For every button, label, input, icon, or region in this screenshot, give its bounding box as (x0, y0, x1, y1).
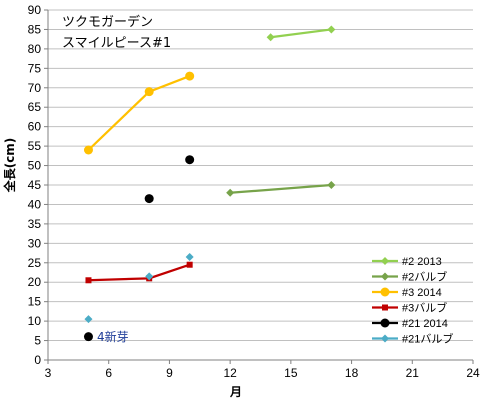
legend-label: #3 2014 (402, 287, 442, 299)
legend-swatch-marker (380, 318, 390, 328)
y-tick-label: 50 (28, 159, 42, 173)
legend: #2 2013 #2バルブ #3 2014 #3バルブ #21 2014 #21バルブ (372, 256, 453, 346)
data-point (185, 71, 195, 81)
y-tick-label: 45 (28, 178, 42, 192)
data-point (185, 155, 195, 165)
data-point (266, 33, 275, 42)
y-tick-label: 35 (28, 217, 42, 231)
legend-label: #2 2013 (402, 256, 442, 268)
y-tick-label: 25 (28, 256, 42, 270)
axes (44, 9, 474, 364)
series-3 (85, 261, 193, 284)
y-tick-label: 10 (28, 314, 42, 328)
y-tick-label: 60 (28, 120, 42, 134)
series-2 (83, 71, 195, 155)
y-axis-title: 全長(cm) (2, 138, 17, 194)
data-point (145, 272, 154, 281)
y-tick-label: 30 (28, 236, 42, 250)
legend-item: #3 2014 (372, 287, 442, 299)
data-point (84, 315, 93, 324)
chart-title-line-2: スマイルピース#1 (62, 36, 171, 51)
y-tick-label: 15 (28, 295, 42, 309)
annotation-new-shoots: 4新芽 (97, 329, 129, 344)
legend-swatch-marker (381, 334, 389, 343)
y-tick-label: 40 (28, 197, 42, 211)
legend-swatch-marker (381, 257, 389, 265)
series-line (270, 28, 332, 39)
legend-label: #21バルブ (402, 332, 453, 346)
legend-swatch-marker (381, 272, 389, 281)
data-point (144, 194, 154, 204)
y-tick-label: 70 (28, 81, 42, 95)
legend-swatch-marker (382, 304, 388, 311)
legend-item: #21 2014 (372, 318, 448, 330)
data-point (144, 87, 154, 97)
legend-swatch-marker (380, 287, 390, 297)
gridlines (48, 9, 473, 361)
plot-series (83, 25, 336, 342)
y-tick-label: 5 (34, 334, 41, 348)
x-tick-label: 21 (406, 366, 420, 380)
legend-label: #2バルブ (402, 270, 447, 284)
x-tick-label: 24 (466, 366, 480, 380)
data-point (185, 252, 194, 261)
legend-item: #2 2013 (372, 256, 442, 268)
data-point (85, 277, 92, 284)
y-tick-label: 85 (28, 22, 42, 36)
y-tick-label: 0 (34, 353, 41, 367)
y-tick-label: 75 (28, 61, 42, 75)
series-5 (84, 252, 194, 324)
series-line (230, 183, 332, 194)
data-point (83, 145, 93, 155)
x-tick-label: 12 (223, 366, 237, 380)
data-point (327, 181, 336, 189)
y-tick-label: 90 (28, 3, 42, 17)
legend-item: #3バルブ (372, 301, 447, 315)
data-point (186, 261, 193, 268)
data-point (83, 332, 93, 342)
data-point (327, 25, 336, 34)
series-4 (83, 155, 195, 342)
chart-title-line-1: ツクモガーデン (62, 14, 153, 30)
series-1 (226, 181, 336, 197)
x-tick-label: 18 (345, 366, 359, 380)
x-tick-label: 3 (45, 366, 52, 380)
y-tick-label: 65 (28, 100, 42, 114)
y-tick-label: 20 (28, 275, 42, 289)
series-line (87, 75, 191, 151)
legend-label: #3バルブ (402, 301, 447, 315)
x-tick-label: 9 (166, 366, 173, 380)
x-tick-label: 15 (284, 366, 298, 380)
series-line (88, 263, 191, 282)
legend-label: #21 2014 (402, 318, 448, 330)
x-tick-label: 6 (105, 366, 112, 380)
data-point (226, 188, 235, 197)
x-tick-labels: 3 6 9 12 15 18 21 24 (45, 366, 480, 380)
y-tick-label: 80 (28, 42, 42, 56)
y-tick-label: 55 (28, 139, 42, 153)
y-tick-labels: 0 5 10 15 20 25 30 35 40 45 50 55 60 65 70 75 80 85 90 (28, 3, 42, 367)
series-0 (266, 25, 336, 42)
x-axis-title: 月 (229, 385, 242, 399)
legend-item: #2バルブ (372, 270, 447, 284)
legend-item: #21バルブ (372, 332, 453, 346)
